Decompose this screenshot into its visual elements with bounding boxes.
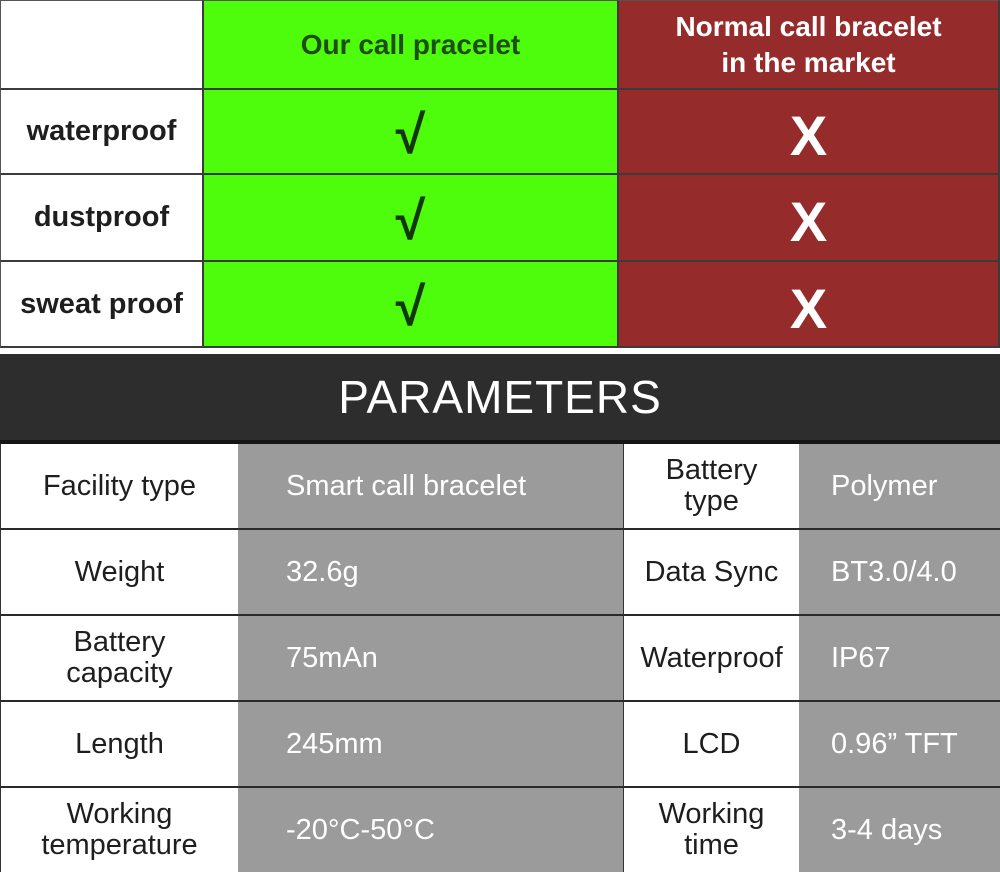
param-value: -20°C-50°C	[238, 788, 623, 872]
param-label: Data Sync	[623, 530, 799, 616]
param-value: 32.6g	[238, 530, 623, 616]
param-label-text: Weight	[74, 555, 165, 588]
param-value: 3-4 days	[799, 788, 1000, 872]
param-label: Working temperature	[0, 788, 238, 872]
market-feature-cell: X	[617, 175, 1000, 262]
our-feature-cell: √	[202, 90, 617, 175]
market-feature-cell: X	[617, 262, 1000, 348]
param-value: 245mm	[238, 702, 623, 788]
feature-label: dustproof	[0, 175, 202, 262]
param-label-text: Working time	[658, 798, 765, 861]
check-mark-icon: √	[395, 104, 426, 165]
comparison-table: Our call pracelet Normal call bracelet in…	[0, 0, 1000, 348]
param-label-text: Length	[75, 727, 164, 760]
header-market-bracelet: Normal call bracelet in the market	[617, 0, 1000, 90]
param-value: Polymer	[799, 444, 1000, 530]
parameters-title: PARAMETERS	[0, 354, 1000, 444]
param-value: 75mAn	[238, 616, 623, 702]
param-label: Facility type	[0, 444, 238, 530]
param-label: Battery type	[623, 444, 799, 530]
check-mark-icon: √	[395, 277, 426, 337]
param-value: BT3.0/4.0	[799, 530, 1000, 616]
cross-mark-icon: X	[789, 190, 828, 253]
param-value: IP67	[799, 616, 1000, 702]
param-label-text: Facility type	[42, 469, 197, 502]
header-our-bracelet: Our call pracelet	[202, 0, 617, 90]
param-value: Smart call bracelet	[238, 444, 623, 530]
feature-label: waterproof	[0, 90, 202, 175]
header-market-text: Normal call bracelet in the market	[675, 10, 942, 78]
cross-mark-icon: X	[789, 104, 828, 167]
market-feature-cell: X	[617, 90, 1000, 175]
param-value: 0.96” TFT	[799, 702, 1000, 788]
param-label: Working time	[623, 788, 799, 872]
cross-mark-icon: X	[789, 276, 828, 340]
our-feature-cell: √	[202, 262, 617, 348]
param-label: Length	[0, 702, 238, 788]
param-label-text: Data Sync	[644, 555, 779, 588]
param-label: Battery capacity	[0, 616, 238, 702]
param-label-text: Battery capacity	[66, 626, 173, 689]
param-label-text: Battery type	[665, 454, 758, 517]
our-feature-cell: √	[202, 175, 617, 262]
parameters-table: Facility type Smart call bracelet Battery t…	[0, 444, 1000, 872]
param-label-text: Waterproof	[640, 641, 783, 674]
param-label: Weight	[0, 530, 238, 616]
param-label-text: Working temperature	[41, 798, 198, 861]
check-mark-icon: √	[395, 190, 426, 251]
param-label: Waterproof	[623, 616, 799, 702]
param-label: LCD	[623, 702, 799, 788]
feature-label: sweat proof	[0, 262, 202, 348]
comparison-corner-cell	[0, 0, 202, 90]
param-label-text: LCD	[682, 727, 741, 760]
